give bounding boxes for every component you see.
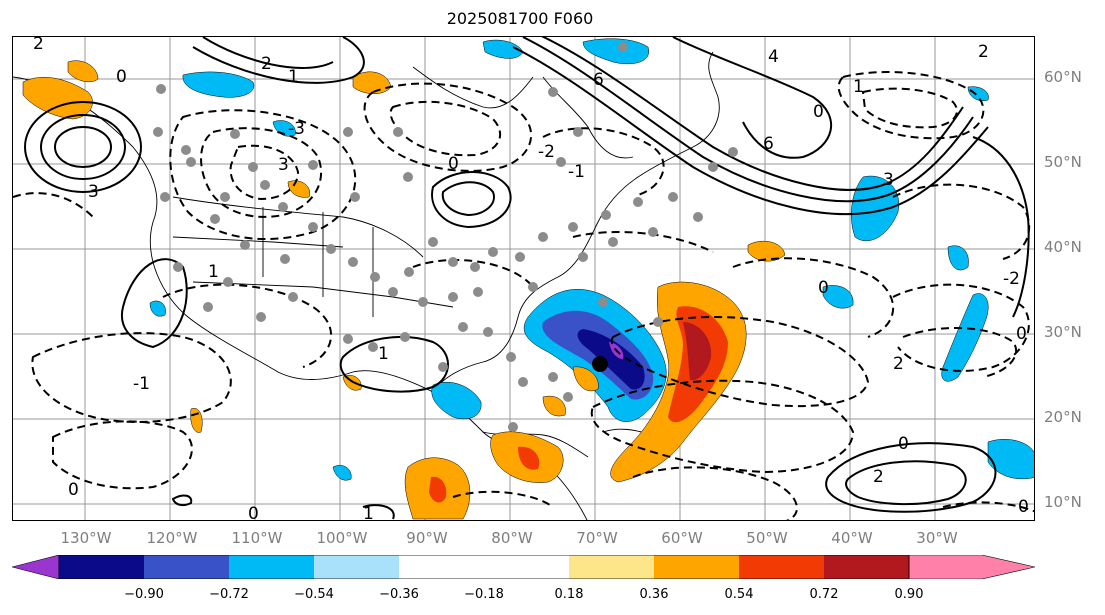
lon-label-130w: 130°W [60, 529, 112, 547]
contour-label: 2 [873, 467, 884, 487]
storm-center-marker [592, 356, 608, 372]
lat-label-10n: 10°N [1044, 493, 1082, 511]
coastlines [13, 51, 720, 520]
contour-label: 1 [208, 262, 219, 282]
colorbar-tick-label: 0.36 [639, 587, 669, 602]
contour-label: 0 [818, 278, 829, 298]
contour-label: 1 [288, 67, 299, 87]
colorbar-segment [399, 555, 484, 579]
shaded-anomalies [22, 38, 1034, 520]
colorbar-tick-label: 0.72 [809, 587, 839, 602]
colorbar [12, 555, 1035, 579]
colorbar-segment [484, 555, 569, 579]
contour-label: 0 [1016, 324, 1027, 344]
colorbar-segment [59, 555, 144, 579]
colorbar-tick-label: −0.90 [124, 587, 164, 602]
contour-label: 0 [68, 480, 79, 500]
lat-label-50n: 50°N [1044, 153, 1082, 171]
contour-label: 3 [88, 182, 99, 202]
lat-label-20n: 20°N [1044, 408, 1082, 426]
colorbar-segment [144, 555, 229, 579]
contour-label: 6 [763, 134, 774, 154]
contour-label: -1 [133, 374, 150, 394]
colorbar-tick-label: −0.54 [294, 587, 334, 602]
chart-title: 2025081700 F060 [446, 9, 594, 28]
lat-label-40n: 40°N [1044, 238, 1082, 256]
contour-label: 0 [448, 154, 459, 174]
colorbar-tick-label: −0.72 [209, 587, 249, 602]
contour-label: -1 [568, 162, 585, 182]
contour-label: 0 [116, 67, 127, 87]
contour-label: 0 [813, 102, 824, 122]
colorbar-segment [739, 555, 824, 579]
contour-label: -2 [538, 142, 555, 162]
lon-label-110w: 110°W [231, 529, 283, 547]
contour-label: 3 [278, 155, 289, 175]
lon-label-90w: 90°W [406, 529, 448, 547]
contour-label: 2 [893, 354, 904, 374]
contour-label-group: 2 0 6 4 3 2 1 0 -1 -2 -3 0 3 6 2 1 0 -2 … [33, 37, 1029, 521]
colorbar-segment-extend-high [908, 555, 1035, 579]
contour-label: 0 [898, 434, 909, 454]
contour-label: 0 [1018, 497, 1029, 517]
colorbar-segment [229, 555, 314, 579]
contour-label: -2 [1003, 269, 1020, 289]
station-dots [153, 42, 738, 432]
lat-label-60n: 60°N [1044, 68, 1082, 86]
colorbar-tick-label: 0.18 [554, 587, 584, 602]
contour-label: 4 [768, 47, 779, 67]
colorbar-segment [824, 555, 909, 579]
lon-label-40w: 40°W [831, 529, 873, 547]
contour-label: 6 [593, 70, 604, 90]
contour-label: 1 [378, 344, 389, 364]
colorbar-tick-label: −0.36 [379, 587, 419, 602]
lon-label-30w: 30°W [916, 529, 958, 547]
colorbar-segment [314, 555, 399, 579]
contour-label: 0 [248, 504, 259, 521]
colorbar-tick-label: 0.90 [894, 587, 924, 602]
colorbar-segment [569, 555, 654, 579]
map-panel: 2 0 6 4 3 2 1 0 -1 -2 -3 0 3 6 2 1 0 -2 … [12, 36, 1035, 521]
contour-label: 1 [853, 77, 864, 97]
lon-label-80w: 80°W [491, 529, 533, 547]
colorbar-segment-extend-low [12, 555, 60, 579]
lon-label-100w: 100°W [316, 529, 368, 547]
lon-label-50w: 50°W [746, 529, 788, 547]
lon-label-70w: 70°W [576, 529, 618, 547]
colorbar-tick-label: −0.18 [464, 587, 504, 602]
contour-label: 2 [978, 42, 989, 62]
colorbar-segment [654, 555, 739, 579]
lat-label-30n: 30°N [1044, 323, 1082, 341]
contour-label: 3 [883, 170, 894, 190]
map-svg: 2 0 6 4 3 2 1 0 -1 -2 -3 0 3 6 2 1 0 -2 … [13, 37, 1034, 521]
dashed-contours [13, 71, 1034, 520]
lon-label-60w: 60°W [661, 529, 703, 547]
contour-label: 2 [33, 37, 44, 54]
contour-label: 1 [363, 504, 374, 521]
contour-label: 2 [261, 54, 272, 74]
lon-label-120w: 120°W [146, 529, 198, 547]
colorbar-tick-label: 0.54 [724, 587, 754, 602]
contour-label: -3 [288, 119, 305, 139]
